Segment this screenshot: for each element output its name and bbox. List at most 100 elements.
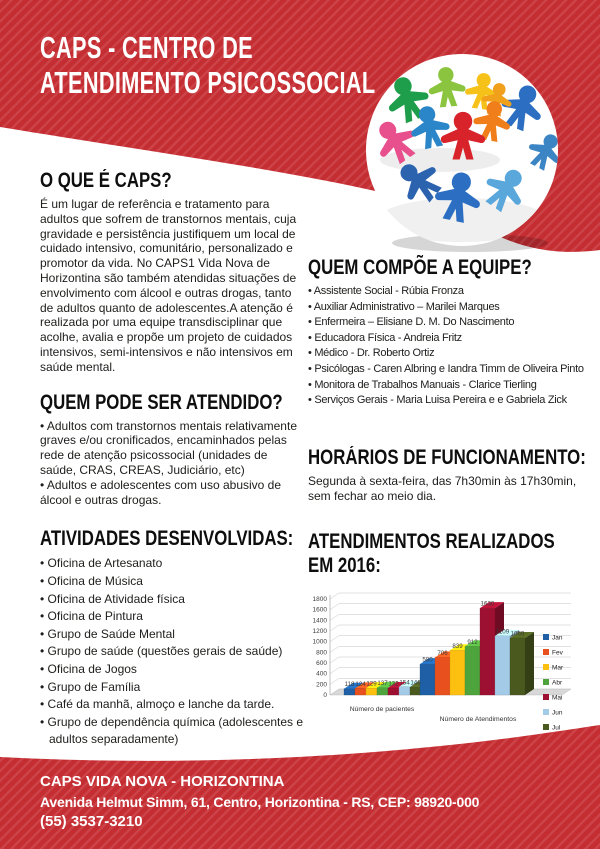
legend-swatch xyxy=(543,709,549,715)
footer-org-name: CAPS VIDA NOVA - HORIZONTINA xyxy=(40,773,285,790)
equipe-item: Psicólogas - Caren Albring e Iandra Timm… xyxy=(308,362,598,378)
footer-banner xyxy=(0,725,600,849)
left-column: O QUE É CAPS? É um lugar de referência e… xyxy=(40,170,306,749)
equipe-item: Enfermeira – Elisiane D. M. Do Nasciment… xyxy=(308,315,598,331)
y-tick-label: 400 xyxy=(316,671,327,678)
legend-label: Mai xyxy=(552,695,562,702)
legend-swatch xyxy=(543,634,549,640)
bar-value-label: 132 xyxy=(388,680,399,687)
footer-phone: (55) 3537-3210 xyxy=(40,813,143,830)
chart-legend: Jan Fev Mar Abr Mai Jun Jul xyxy=(543,634,564,732)
equipe-item: Serviços Gerais - Maria Luisa Pereira e … xyxy=(308,393,598,409)
bar-Jul xyxy=(509,637,526,696)
bar-Mar xyxy=(365,687,378,696)
bar-value-label: 839 xyxy=(452,643,463,650)
equipe-item: Auxiliar Administrativo – Marilei Marque… xyxy=(308,300,598,316)
y-tick-label: 1400 xyxy=(313,617,328,624)
chart-value-labels: 118 124 129 137 132 154 146 580 706 839 912 1630 110… xyxy=(345,601,525,689)
footer-background xyxy=(0,725,600,849)
equipe-item: Médico - Dr. Roberto Ortiz xyxy=(308,346,598,362)
atendimentos-heading-line-1: ATENDIMENTOS REALIZADOS xyxy=(308,530,555,554)
legend-label: Jan xyxy=(552,635,563,642)
footer-contact: CAPS VIDA NOVA - HORIZONTINA Avenida Hel… xyxy=(40,772,479,832)
quem-pode-list: Adultos com transtornos mentais relativa… xyxy=(40,419,306,508)
bar-value-label: 129 xyxy=(366,681,377,688)
atividade-item: Oficina de Pintura xyxy=(40,608,306,626)
atividade-item: Grupo de Família xyxy=(40,679,306,697)
bar-top xyxy=(480,602,504,609)
atividade-item: Oficina de Atividade física xyxy=(40,591,306,609)
horarios-text: Segunda à sexta-feira, das 7h30min às 17… xyxy=(308,473,577,503)
y-tick-label: 0 xyxy=(323,692,327,699)
bar-top xyxy=(377,681,397,688)
atividade-item: Grupo de dependência química (adolescent… xyxy=(40,714,306,749)
legend-swatch xyxy=(543,664,549,670)
bar-Jan xyxy=(343,688,356,696)
o-que-e-caps-text: É um lugar de referência e tratamento pa… xyxy=(40,197,297,374)
legend-swatch xyxy=(543,694,549,700)
footer-address: Avenida Helmut Simm, 61, Centro, Horizon… xyxy=(40,794,480,810)
bar-value-label: 706 xyxy=(437,650,448,657)
bar-value-label: 1069 xyxy=(511,630,525,637)
legend-swatch xyxy=(543,724,549,730)
meeple-figures xyxy=(366,65,558,242)
y-tick-label: 1800 xyxy=(313,596,328,603)
y-tick-label: 1600 xyxy=(313,607,328,614)
bar-top xyxy=(495,629,519,636)
right-column: QUEM COMPÕE A EQUIPE? Assistente Social … xyxy=(308,257,598,583)
chart-bars xyxy=(343,602,534,696)
section-heading-equipe: QUEM COMPÕE A EQUIPE? xyxy=(308,256,532,279)
bar-Fev xyxy=(354,688,367,696)
atividade-item: Oficina de Artesanato xyxy=(40,555,306,573)
title-line-2: ATENDIMENTO PSICOSSOCIAL xyxy=(40,65,376,100)
legend-label: Mar xyxy=(552,665,564,672)
y-tick-label: 200 xyxy=(316,681,327,688)
bar-Mai xyxy=(387,687,400,696)
equipe-item: Assistente Social - Rúbia Fronza xyxy=(308,284,598,300)
bar-value-label: 912 xyxy=(467,639,478,646)
y-tick-label: 600 xyxy=(316,660,327,667)
bar-Abr xyxy=(464,646,481,696)
section-heading-horarios: HORÁRIOS DE FUNCIONAMENTO: xyxy=(308,445,586,469)
bar-Fev xyxy=(434,657,451,696)
section-heading-o-que-e-caps: O QUE É CAPS? xyxy=(40,169,172,192)
quem-pode-item: Adultos com transtornos mentais relativa… xyxy=(40,419,306,478)
bar-value-label: 1630 xyxy=(481,601,495,608)
bar-value-label: 580 xyxy=(422,657,433,664)
legend-label: Jul xyxy=(552,725,561,732)
bar-Jun xyxy=(494,635,511,696)
section-heading-atividades: ATIVIDADES DESENVOLVIDAS: xyxy=(40,527,294,551)
category-label: Número de Atendimentos xyxy=(440,716,517,723)
quem-pode-item: Adultos e adolescentes com uso abusivo d… xyxy=(40,478,306,508)
bar-value-label: 1109 xyxy=(496,628,510,635)
bar-value-label: 154 xyxy=(399,679,410,686)
atendimentos-heading-line-2: EM 2016: xyxy=(308,554,381,578)
page-title: CAPS - CENTRO DE ATENDIMENTO PSICOSSOCIA… xyxy=(40,30,376,100)
legend-swatch xyxy=(543,679,549,685)
category-label: Número de pacientes xyxy=(350,706,415,713)
section-heading-quem-pode: QUEM PODE SER ATENDIDO? xyxy=(40,390,283,414)
bar-value-label: 124 xyxy=(355,681,366,688)
bar-top xyxy=(510,631,534,638)
equipe-item: Monitora de Trabalhos Manuais - Clarice … xyxy=(308,378,598,394)
y-tick-label: 1000 xyxy=(313,639,328,646)
bar-Jan xyxy=(419,663,436,696)
y-tick-label: 1200 xyxy=(313,628,328,635)
bar-side xyxy=(525,631,534,695)
bar-Jul xyxy=(409,687,422,696)
legend-swatch xyxy=(543,649,549,655)
section-heading-atendimentos: ATENDIMENTOS REALIZADOS EM 2016: xyxy=(308,530,555,578)
legend-label: Abr xyxy=(552,680,563,687)
header-banner xyxy=(0,0,600,252)
bar-value-label: 118 xyxy=(345,681,355,688)
bar-top xyxy=(388,681,408,688)
atividade-item: Café da manhã, almoço e lanche da tarde. xyxy=(40,696,306,714)
atividade-item: Grupo de saúde (questões gerais de saúde… xyxy=(40,643,306,661)
legend-label: Fev xyxy=(552,650,564,657)
bar-top xyxy=(366,682,386,689)
bar-value-label: 146 xyxy=(410,680,421,687)
bar-Mar xyxy=(449,650,466,696)
bar-Jun xyxy=(398,686,411,696)
